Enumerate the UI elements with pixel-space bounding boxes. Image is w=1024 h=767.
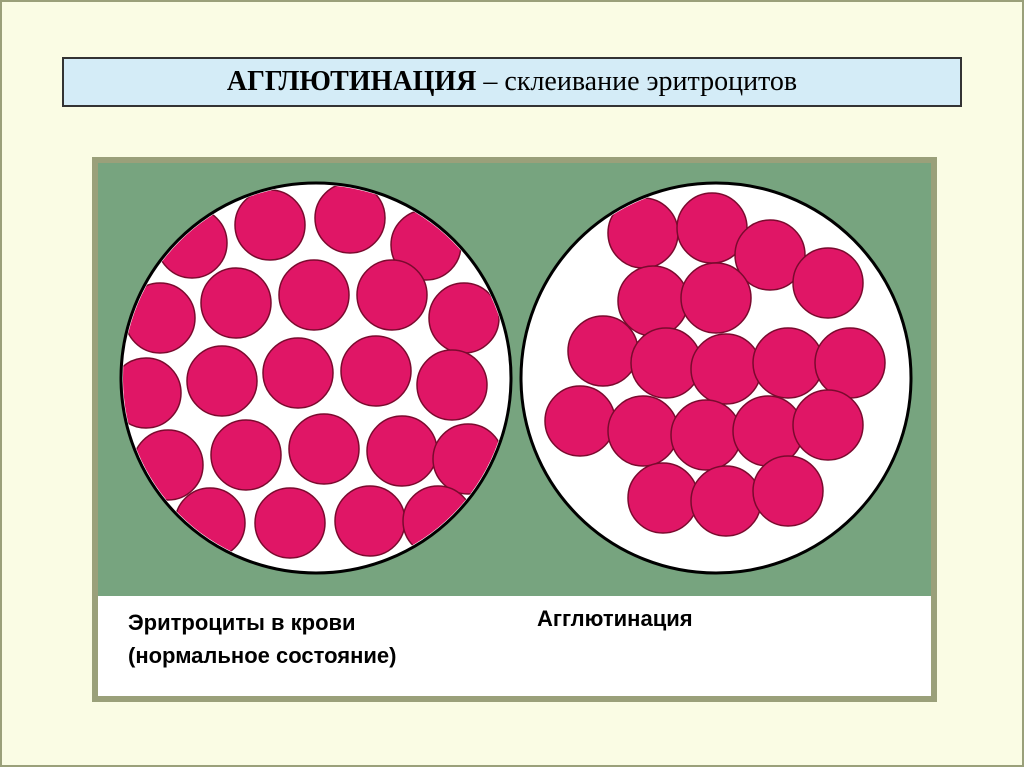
cells-diagram xyxy=(98,163,931,596)
label-agglutination-text: Агглютинация xyxy=(537,606,693,631)
label-agglutination: Агглютинация xyxy=(522,596,931,696)
label-normal-line2: (нормальное состояние) xyxy=(128,643,396,668)
label-normal: Эритроциты в крови (нормальное состояние… xyxy=(98,596,522,696)
title-bold: АГГЛЮТИНАЦИЯ xyxy=(227,66,477,97)
title-box: АГГЛЮТИНАЦИЯ – склеивание эритроцитов xyxy=(62,57,962,107)
title-rest: – склеивание эритроцитов xyxy=(476,66,797,97)
title-text: АГГЛЮТИНАЦИЯ – склеивание эритроцитов xyxy=(227,66,797,98)
figure-container: Эритроциты в крови (нормальное состояние… xyxy=(92,157,937,702)
labels-row: Эритроциты в крови (нормальное состояние… xyxy=(98,596,931,696)
slide-root: АГГЛЮТИНАЦИЯ – склеивание эритроцитов Эр… xyxy=(0,0,1024,767)
label-normal-line1: Эритроциты в крови xyxy=(128,610,356,635)
